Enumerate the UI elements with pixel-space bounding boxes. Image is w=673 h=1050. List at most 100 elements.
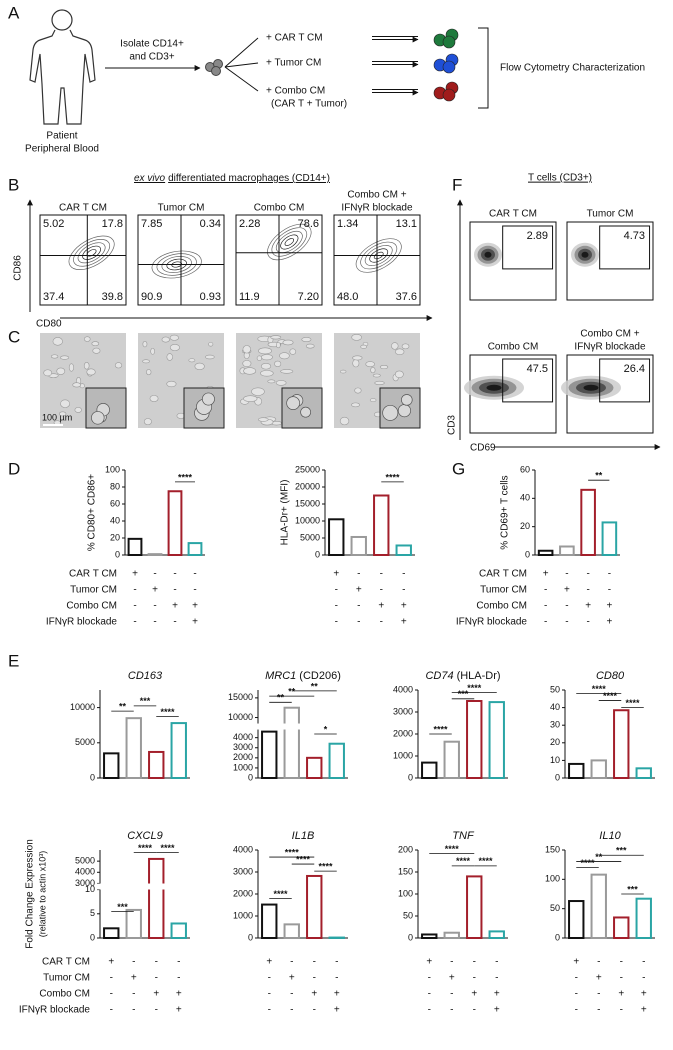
y-tick-label: 1000 [233,762,253,772]
bar [537,549,554,556]
cell [258,347,272,355]
significance: **** [467,683,482,693]
bar [568,900,585,939]
density-contour [275,230,303,254]
bar [125,908,142,939]
significance: **** [625,698,640,708]
condition-label: CAR T CM [479,569,527,580]
y-tick-label: 0 [555,932,560,942]
quadrant-value: 7.85 [141,218,162,230]
y-tick-label: 0 [315,549,320,559]
y-tick-label: 0 [90,772,95,782]
y-tick-label: 4000 [393,684,413,694]
y-tick-label: 5 [90,908,95,918]
bar [328,518,345,556]
density-contour [171,261,182,268]
cell [286,396,300,410]
y-tick-label: 15000 [228,692,253,702]
density [484,251,492,258]
axis-label: CD69 [470,443,496,454]
source-label: Patient [46,131,77,142]
condition-sign: - [495,957,498,968]
significance: **** [445,844,460,854]
cell [43,369,53,377]
cell [60,355,70,360]
condition-sign: + [176,1005,182,1016]
title-note: (CD206) [299,670,341,682]
y-tick-label: 20 [550,737,560,747]
cell [397,404,411,418]
condition-sign: + [401,601,407,612]
condition-sign: - [177,957,180,968]
treatment-label: + CAR T CM [266,33,323,44]
cell [242,345,251,354]
quadrant-value: 37.4 [43,291,64,303]
cell [340,369,347,374]
cell [83,336,91,342]
condition-sign: - [335,601,338,612]
bar [559,545,575,556]
condition-sign: - [597,1005,600,1016]
cell [256,355,262,361]
bar [635,767,652,780]
title-gene: CD74 [425,670,453,682]
bar [580,488,596,557]
condition-sign: - [132,957,135,968]
condition-sign: + [543,569,549,580]
bar [148,750,165,780]
y-tick-label: 50 [403,910,413,920]
y-tick-label: 60 [110,498,120,508]
axis-label: CD3 [447,415,458,435]
bar [466,700,483,779]
condition-sign: - [544,601,547,612]
condition-sign: - [565,569,568,580]
cell [382,404,399,421]
condition-sign: - [575,989,578,1000]
plot-title: Combo CM + [580,329,639,340]
cell [50,354,59,359]
condition-sign: + [334,989,340,1000]
y-tick-label: 2000 [233,888,253,898]
significance: **** [478,856,493,866]
quadrant-value: 48.0 [337,291,358,303]
condition-sign: - [402,585,405,596]
y-tick-label: 5000 [300,532,320,542]
cell [369,398,377,402]
bar [421,761,438,779]
y-tick-label: 0 [408,772,413,782]
cell [251,387,265,396]
title-gene: IL1B [292,830,315,842]
condition-sign: - [586,569,589,580]
significance: **** [138,843,153,853]
significance: **** [318,861,333,871]
condition-sign: - [544,617,547,628]
cell [360,344,367,349]
significance: **** [580,858,595,868]
condition-sign: + [192,617,198,628]
y-tick-label: 20000 [295,481,320,491]
significance: ** [288,687,296,697]
y-tick-label: 10000 [228,712,253,722]
condition-label: Tumor CM [480,585,527,596]
axis-label: CD86 [13,255,24,281]
y-tick-label: 1000 [393,750,413,760]
condition-sign: + [334,1005,340,1016]
condition-sign: - [380,617,383,628]
condition-sign: - [357,601,360,612]
plot-title: CAR T CM [489,209,537,220]
cell [260,354,273,361]
condition-sign: - [177,973,180,984]
condition-sign: - [110,973,113,984]
cell [339,416,350,426]
condition-sign: - [608,569,611,580]
plot-title: Tumor CM [587,209,634,220]
cell [91,411,105,425]
bar [590,759,607,780]
condition-sign: - [335,585,338,596]
y-tick-label: 20 [520,521,530,531]
e-axis-label: Fold Change Expression [25,839,36,949]
condition-sign: + [585,601,591,612]
condition-sign: + [132,569,138,580]
y-tick-label: 150 [545,844,560,854]
condition-label: Combo CM [39,989,90,1000]
